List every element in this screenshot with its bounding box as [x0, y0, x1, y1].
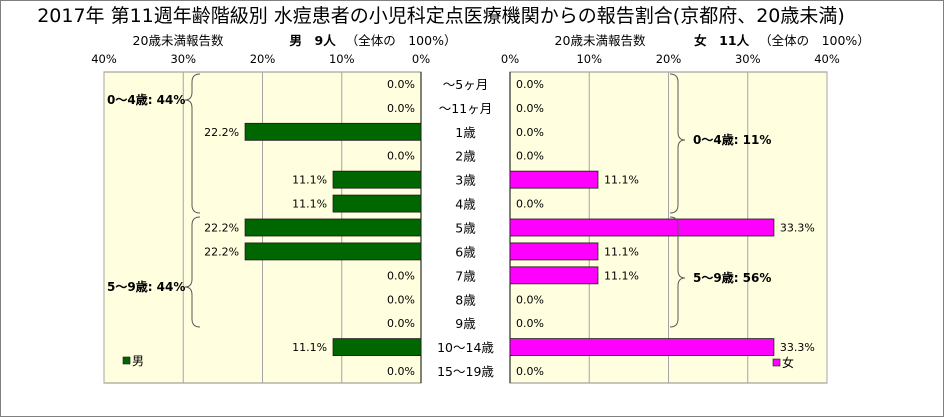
category-label: 15～19歳	[437, 364, 494, 379]
female-value-label: 11.1%	[604, 245, 639, 258]
male-bar	[332, 338, 422, 357]
male-legend-label: 男	[132, 354, 144, 368]
female-value-label: 0.0%	[516, 365, 544, 378]
male-value-label: 0.0%	[387, 78, 415, 91]
category-label: 10～14歳	[437, 340, 494, 355]
female-legend-label: 女	[782, 355, 794, 370]
female-bar	[509, 338, 775, 357]
female-value-label: 33.3%	[780, 222, 815, 235]
female-value-label: 0.0%	[516, 317, 544, 330]
chart-title: 2017年 第11週年齢階級別 水痘患者の小児科定点医療機関からの報告割合(京都…	[37, 5, 845, 27]
male-group-bracket	[184, 73, 201, 214]
category-label: ～5ヶ月	[443, 77, 488, 92]
male-bar	[244, 122, 422, 141]
female-panel-header: 女 11人 （全体の 100%）	[694, 33, 870, 48]
female-axis-title: 20歳未満報告数	[555, 33, 646, 48]
male-header-count: 男 9人	[290, 33, 337, 48]
male-panel-header: 男 9人 （全体の 100%）	[290, 33, 457, 48]
female-header-count: 女 11人	[694, 33, 749, 48]
male-value-label: 11.1%	[292, 341, 327, 354]
female-legend-swatch	[772, 358, 781, 367]
female-value-label: 33.3%	[780, 341, 815, 354]
female-value-label: 0.0%	[516, 126, 544, 139]
male-bar	[332, 194, 422, 213]
category-label: 1歳	[455, 125, 476, 140]
male-value-label: 11.1%	[292, 174, 327, 187]
male-value-label: 0.0%	[387, 365, 415, 378]
female-group-annotation: 0～4歳: 11%	[693, 132, 771, 147]
male-value-label: 0.0%	[387, 317, 415, 330]
female-value-label: 11.1%	[604, 174, 639, 187]
category-label: 3歳	[455, 173, 476, 188]
male-value-label: 22.2%	[204, 126, 239, 139]
category-label: 6歳	[455, 244, 476, 259]
male-group-annotation: 5～9歳: 44%	[107, 279, 185, 294]
female-value-label: 0.0%	[516, 198, 544, 211]
female-bar	[509, 266, 599, 285]
male-panel: 0% 10% 20% 30% 40% 20歳未満報告数 男 9人 （全体の 100%） 0.0%…	[91, 33, 457, 384]
male-axis-title: 20歳未満報告数	[133, 33, 224, 48]
category-label: ～11ヶ月	[439, 101, 492, 116]
female-bar	[509, 242, 599, 261]
female-tick-label: 30%	[735, 52, 761, 66]
category-label: 2歳	[455, 149, 476, 164]
male-bar	[244, 218, 422, 237]
female-tick-label: 20%	[656, 52, 682, 66]
male-tick-label: 40%	[91, 52, 117, 66]
male-group-bracket	[184, 216, 201, 328]
category-label: 4歳	[455, 197, 476, 212]
category-axis: ～5ヶ月 ～11ヶ月 1歳 2歳 3歳 4歳 5歳 6歳 7歳 8歳 9歳 10～14歳 15～19歳	[437, 77, 494, 379]
male-value-label: 11.1%	[292, 198, 327, 211]
male-tick-label: 10%	[329, 52, 355, 66]
category-label: 7歳	[455, 268, 476, 283]
female-bar	[509, 170, 599, 189]
male-bar	[244, 242, 422, 261]
category-label: 5歳	[455, 221, 476, 236]
female-value-label: 0.0%	[516, 293, 544, 306]
female-value-label: 0.0%	[516, 102, 544, 115]
female-tick-label: 0%	[501, 52, 519, 66]
male-value-label: 0.0%	[387, 102, 415, 115]
male-tick-label: 20%	[250, 52, 276, 66]
male-value-label: 0.0%	[387, 293, 415, 306]
category-label: 8歳	[455, 292, 476, 307]
female-value-label: 0.0%	[516, 78, 544, 91]
female-value-label: 11.1%	[604, 269, 639, 282]
male-tick-label: 30%	[170, 52, 196, 66]
female-value-label: 0.0%	[516, 150, 544, 163]
male-value-label: 22.2%	[204, 222, 239, 235]
male-bar	[332, 170, 422, 189]
male-value-label: 22.2%	[204, 245, 239, 258]
male-group-annotation: 0～4歳: 44%	[107, 92, 185, 107]
male-legend-swatch	[122, 356, 131, 365]
male-tick-label: 0%	[412, 52, 430, 66]
female-tick-label: 40%	[814, 52, 840, 66]
female-group-bracket	[669, 216, 686, 328]
female-group-annotation: 5～9歳: 56%	[693, 270, 771, 285]
female-header-note: （全体の 100%）	[759, 33, 870, 48]
category-label: 9歳	[455, 316, 476, 331]
male-value-label: 0.0%	[387, 269, 415, 282]
male-header-note: （全体の 100%）	[346, 33, 457, 48]
female-tick-label: 10%	[576, 52, 602, 66]
female-bar	[509, 218, 775, 237]
male-value-label: 0.0%	[387, 150, 415, 163]
female-group-bracket	[669, 73, 686, 214]
female-panel: 0% 10% 20% 30% 40% 20歳未満報告数 女 11人 （全体の 100%） 0.0…	[501, 33, 870, 384]
